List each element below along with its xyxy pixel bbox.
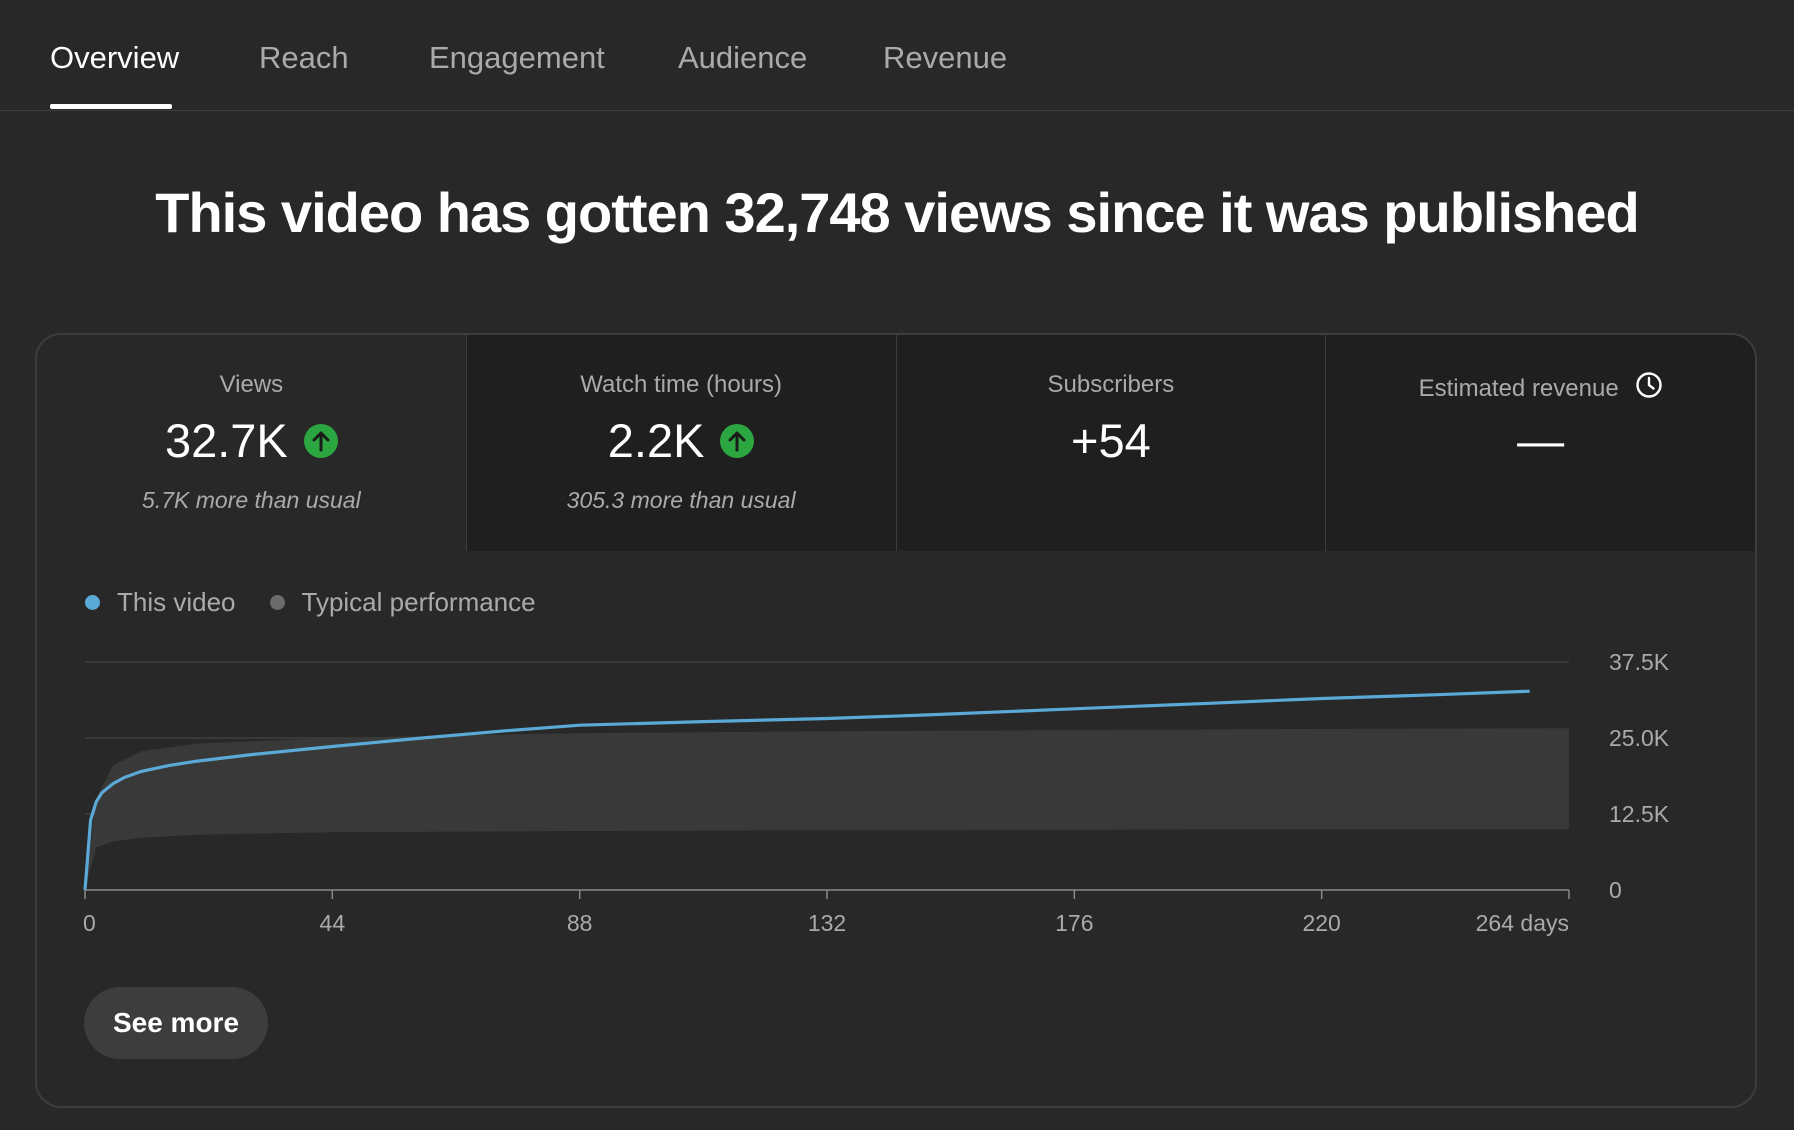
arrow-up-icon xyxy=(303,423,338,458)
metric-watch-time-comparison: 305.3 more than usual xyxy=(566,487,796,513)
x-tick-label: 220 xyxy=(1302,910,1340,936)
views-chart: 0 12.5K 25.0K 37.5K 0 44 88 132 176 220 264 days xyxy=(83,649,1670,936)
see-more-button[interactable]: See more xyxy=(84,987,268,1059)
y-tick-label: 25.0K xyxy=(1609,725,1670,751)
tab-reach[interactable]: Reach xyxy=(259,40,349,75)
metric-revenue-label: Estimated revenue xyxy=(1418,374,1619,402)
x-tick-label: 88 xyxy=(567,910,593,936)
tab-bar: Overview Reach Engagement Audience Reven… xyxy=(0,0,1794,111)
legend-dot-this-video xyxy=(85,595,100,610)
y-tick-label: 12.5K xyxy=(1609,801,1670,827)
metric-subscribers-value: +54 xyxy=(1071,414,1151,467)
this-video-line xyxy=(83,689,1530,891)
legend-item-typical: Typical performance xyxy=(269,587,536,618)
x-tick-label: 44 xyxy=(320,910,346,936)
metric-watch-time-label: Watch time (hours) xyxy=(580,371,783,398)
metric-tabs: Views 32.7K 5.7K more than usual Watch t… xyxy=(37,335,1755,551)
page-headline: This video has gotten 32,748 views since… xyxy=(155,181,1640,244)
metric-views-label: Views xyxy=(219,371,284,398)
metric-views-comparison: 5.7K more than usual xyxy=(142,487,361,513)
y-tick-label: 0 xyxy=(1609,877,1622,903)
metric-estimated-revenue[interactable]: Estimated revenue — xyxy=(1325,335,1755,551)
typical-performance-band xyxy=(85,728,1569,890)
x-tick-label: 264 days xyxy=(1476,910,1569,936)
chart-legend: This video Typical performance xyxy=(85,587,570,618)
metric-views[interactable]: Views 32.7K 5.7K more than usual xyxy=(37,335,466,551)
x-tick-label: 0 xyxy=(83,910,96,936)
tab-overview[interactable]: Overview xyxy=(50,40,180,75)
legend-label-this-video: This video xyxy=(117,587,236,617)
x-tick-label: 132 xyxy=(808,910,846,936)
metric-subscribers-label: Subscribers xyxy=(1047,371,1175,398)
active-tab-indicator xyxy=(50,104,172,109)
metric-subscribers[interactable]: Subscribers +54 xyxy=(895,335,1326,551)
legend-item-this-video: This video xyxy=(85,587,236,618)
legend-dot-typical xyxy=(269,595,285,610)
clock-icon xyxy=(1635,371,1663,406)
arrow-up-icon xyxy=(720,423,755,458)
y-tick-label: 37.5K xyxy=(1609,649,1670,675)
metric-views-value: 32.7K xyxy=(164,414,288,467)
tab-revenue[interactable]: Revenue xyxy=(883,40,1008,75)
analytics-card: Views 32.7K 5.7K more than usual Watch t… xyxy=(35,333,1757,1108)
tab-audience[interactable]: Audience xyxy=(678,40,808,75)
legend-label-typical: Typical performance xyxy=(301,587,536,617)
metric-watch-time-value: 2.2K xyxy=(607,414,705,467)
x-tick-label: 176 xyxy=(1055,910,1093,936)
tab-engagement[interactable]: Engagement xyxy=(429,40,605,75)
metric-revenue-value: — xyxy=(1517,414,1565,467)
metric-watch-time[interactable]: Watch time (hours) 2.2K 305.3 more than … xyxy=(465,335,896,551)
